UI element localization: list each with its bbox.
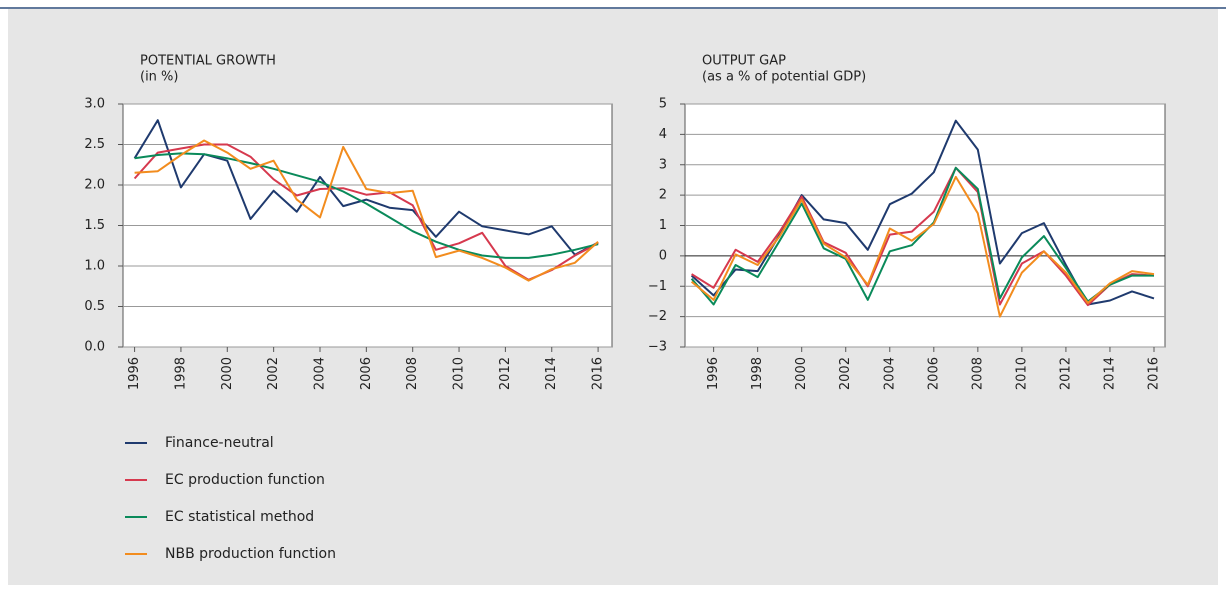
legend-label: Finance-neutral	[165, 435, 274, 451]
chart-subtitle: (in %)	[140, 70, 178, 85]
y-tick-label: 2.0	[84, 178, 105, 193]
y-tick-label: 3	[659, 157, 667, 172]
y-tick-label: 2	[659, 188, 667, 203]
y-tick-label: −1	[648, 279, 667, 294]
x-tick-label: 1998	[173, 357, 188, 390]
y-tick-label: −3	[648, 340, 667, 355]
x-tick-label: 2016	[1146, 357, 1161, 390]
x-tick-label: 2014	[544, 357, 559, 390]
x-tick-label: 2008	[405, 357, 420, 390]
x-tick-label: 2008	[970, 357, 985, 390]
x-tick-label: 2002	[266, 357, 281, 390]
x-tick-label: 2004	[312, 357, 327, 390]
y-tick-label: 4	[659, 127, 667, 142]
legend-label: EC statistical method	[165, 509, 314, 525]
series-line	[134, 152, 599, 259]
x-tick-label: 2002	[838, 357, 853, 390]
legend-label: EC production function	[165, 472, 325, 488]
chart-title: POTENTIAL GROWTH	[140, 54, 276, 69]
x-tick-label: 2000	[794, 357, 809, 390]
x-tick-label: 2000	[220, 357, 235, 390]
y-tick-label: 1.5	[84, 218, 105, 233]
y-tick-label: 5	[659, 97, 667, 112]
x-tick-label: 2014	[1102, 357, 1117, 390]
series-line	[690, 166, 1154, 306]
y-tick-label: 0	[659, 248, 667, 263]
x-tick-label: 2012	[498, 357, 513, 390]
x-tick-label: 1996	[127, 357, 142, 390]
y-tick-label: 0.5	[84, 299, 105, 314]
y-tick-label: 1	[659, 218, 667, 233]
legend-label: NBB production function	[165, 546, 336, 562]
x-tick-label: 2016	[591, 357, 606, 390]
chart-subtitle: (as a % of potential GDP)	[702, 70, 866, 85]
x-tick-label: 2006	[926, 357, 941, 390]
series-line	[691, 166, 1155, 307]
y-tick-label: 3.0	[84, 97, 105, 112]
x-tick-label: 1996	[706, 357, 721, 390]
y-tick-label: 2.5	[84, 137, 105, 152]
x-tick-label: 2010	[452, 357, 467, 390]
series-line	[690, 175, 1155, 318]
x-tick-label: 2012	[1058, 357, 1073, 390]
x-tick-label: 2010	[1014, 357, 1029, 390]
y-tick-label: 1.0	[84, 259, 105, 274]
x-tick-label: 1998	[750, 357, 765, 390]
y-tick-label: −2	[648, 309, 667, 324]
x-tick-label: 2006	[359, 357, 374, 390]
x-tick-label: 2004	[882, 357, 897, 390]
y-tick-label: 0.0	[84, 340, 105, 355]
chart-title: OUTPUT GAP	[702, 54, 786, 69]
series-line	[134, 139, 599, 282]
